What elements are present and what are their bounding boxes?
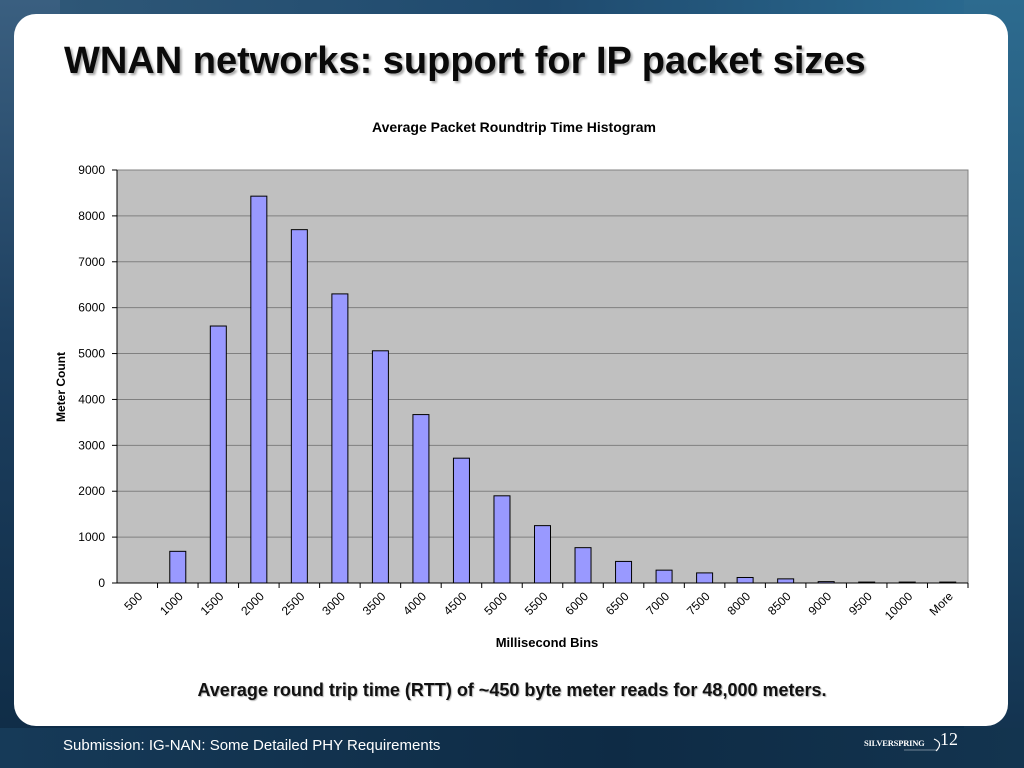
bar [169, 550, 187, 584]
x-tick-label: 2000 [238, 589, 267, 618]
x-tick-label: 1000 [157, 589, 186, 618]
silverspring-logo: SILVERSPRING [864, 738, 941, 752]
x-tick-label: 3000 [319, 589, 348, 618]
bar [250, 195, 268, 584]
bar [290, 229, 308, 584]
x-tick-label: 1500 [198, 589, 227, 618]
bar [452, 457, 470, 584]
logo-wordmark: SILVERSPRING [864, 738, 925, 748]
bar [574, 547, 592, 584]
bar [371, 350, 389, 584]
x-tick-label: 7500 [684, 589, 713, 618]
plot-area [116, 169, 969, 584]
x-tick-label: 5500 [522, 589, 551, 618]
bar [209, 325, 227, 584]
x-tick-label: 5000 [481, 589, 510, 618]
bar [493, 495, 511, 584]
y-tick-label: 1000 [78, 530, 105, 544]
x-tick-label: 500 [121, 589, 145, 613]
y-tick-label: 5000 [78, 347, 105, 361]
x-axis-label: Millisecond Bins [496, 635, 599, 650]
bar [777, 578, 795, 584]
x-tick-label: 4000 [400, 589, 429, 618]
bar [736, 576, 754, 584]
page-number: 12 [940, 729, 958, 749]
x-tick-label: 7000 [643, 589, 672, 618]
bar [412, 414, 430, 584]
y-axis-label: Meter Count [54, 352, 68, 422]
x-tick-label: 9500 [846, 589, 875, 618]
x-tick-label: 2500 [279, 589, 308, 618]
y-tick-label: 6000 [78, 301, 105, 315]
slide-caption: Average round trip time (RTT) of ~450 by… [197, 680, 827, 700]
x-tick-label: 6500 [603, 589, 632, 618]
y-tick-label: 7000 [78, 255, 105, 269]
chart-title: Average Packet Roundtrip Time Histogram [372, 119, 656, 135]
x-tick-label: 9000 [806, 589, 835, 618]
bar [534, 525, 551, 584]
background-top-band [60, 0, 1024, 18]
x-tick-label: More [927, 589, 956, 618]
bar [615, 560, 633, 584]
y-tick-label: 2000 [78, 484, 105, 498]
bar [696, 572, 714, 584]
y-tick-label: 0 [98, 576, 105, 590]
slide-title: WNAN networks: support for IP packet siz… [64, 40, 866, 82]
x-tick-label: 10000 [882, 589, 916, 623]
y-tick-label: 4000 [78, 392, 105, 406]
x-tick-label: 8500 [765, 589, 794, 618]
y-tick-label: 3000 [78, 438, 105, 452]
bar [858, 581, 876, 584]
footer-text: Submission: IG-NAN: Some Detailed PHY Re… [63, 737, 441, 754]
x-tick-label: 3500 [360, 589, 389, 618]
bar [331, 293, 349, 584]
background-bottom-band [0, 728, 1024, 768]
bar [817, 581, 835, 584]
x-tick-label: 8000 [724, 589, 753, 618]
bar [939, 581, 957, 584]
y-tick-label: 8000 [78, 209, 105, 223]
x-tick-label: 6000 [562, 589, 591, 618]
x-tick-label: 4500 [441, 589, 470, 618]
bar [898, 581, 916, 584]
y-tick-label: 9000 [78, 163, 105, 177]
bar [655, 569, 673, 584]
